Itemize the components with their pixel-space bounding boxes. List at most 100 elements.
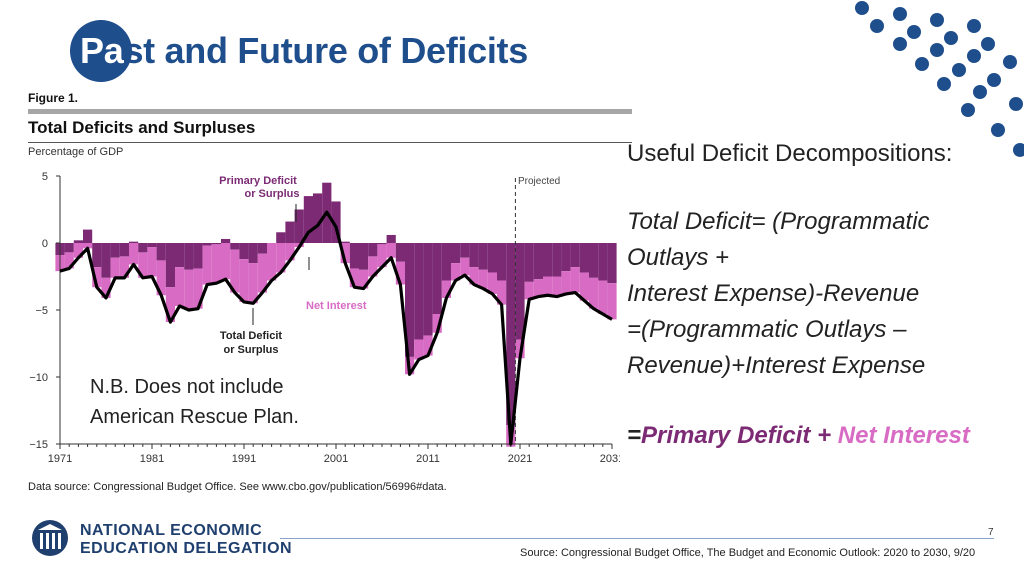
x-tick-label: 2021 [508,453,532,465]
y-tick-label: 5 [42,171,48,183]
bar-primary [478,243,488,270]
bar-net-interest [138,252,148,278]
decomposition-panel: Useful Deficit Decompositions: Total Def… [627,138,1022,450]
bar-net-interest [478,269,488,289]
decorative-dot [944,31,958,45]
bar-primary [110,243,120,258]
bar-primary [515,243,525,340]
bar-primary [221,238,231,243]
decorative-dots [855,1,1024,157]
bar-net-interest [460,257,470,276]
bar-primary [432,243,442,315]
total-deficit-line [59,210,613,446]
bar-primary [359,243,369,270]
y-tick-label: −10 [29,372,48,384]
final-primary: Primary Deficit [641,422,811,449]
bar-primary [533,243,543,280]
x-tick-label: 1991 [232,453,256,465]
decorative-dot [893,37,907,51]
note: N.B. Does not include American Rescue Pl… [90,372,299,432]
bar-net-interest [423,335,433,356]
figure-label: Figure 1. [28,91,79,105]
final-eq-sign: = [627,422,642,449]
bar-net-interest [377,244,387,268]
logo-icon [32,520,68,556]
decorative-dot [855,1,869,15]
bar-net-interest [64,252,74,269]
figure-data-source: Data source: Congressional Budget Office… [28,481,447,493]
bar-net-interest [497,280,507,305]
x-tick-label: 1981 [140,453,164,465]
logo-line-2: EDUCATION DELEGATION [80,540,293,557]
bar-primary [156,243,166,261]
bar-net-interest [432,314,442,333]
slide-title-rest: st and Future of Deficits [123,30,528,71]
bar-net-interest [543,276,553,296]
bar-primary [487,243,497,273]
title-accent-circle [70,20,132,82]
bar-primary [607,243,617,284]
y-tick-label: −5 [35,305,48,317]
bar-primary [193,243,203,269]
bar-primary [294,209,304,243]
final-plus: + [810,422,838,449]
note-line-1: N.B. Does not include [90,376,284,398]
bar-net-interest [165,287,175,323]
bar-net-interest [561,271,571,294]
bar-net-interest [469,267,479,285]
bar-net-interest [267,243,277,281]
annot-net-interest: Net Interest [306,300,367,312]
decorative-dot [991,123,1005,137]
source-citation: Source: Congressional Budget Office, The… [520,547,976,559]
bar-primary [377,243,387,245]
decorative-dot [930,43,944,57]
bar-primary [460,243,470,258]
decorative-dot [987,73,1001,87]
bar-net-interest [129,243,139,265]
bar-net-interest [211,244,221,284]
bar-primary [119,243,129,257]
bar-net-interest [73,243,83,258]
bar-primary [248,243,258,264]
bar-net-interest [349,268,359,288]
bar-net-interest [257,253,267,293]
bar-primary [331,201,341,243]
bar-net-interest [368,256,378,277]
decorative-dot [973,85,987,99]
eq-line-3: Interest Expense)-Revenue [627,280,920,307]
bar-net-interest [359,269,369,289]
bar-primary [506,243,516,426]
logo-line-1: NATIONAL ECONOMIC [80,522,263,539]
y-tick-label: −15 [29,439,48,451]
slide-title: Past and Future of Deficits [80,30,528,72]
bar-primary [138,243,148,253]
bar-net-interest [101,277,111,298]
y-tick-label: 0 [42,238,48,250]
bar-net-interest [487,272,497,294]
decorative-dot [930,13,944,27]
bar-net-interest [414,339,424,360]
bar-primary [313,193,323,243]
bar-primary [303,196,313,243]
bar-net-interest [92,267,102,288]
bar-primary [147,243,157,248]
decorative-dot [915,57,929,71]
bar-net-interest [285,243,295,261]
bar-primary [561,243,571,272]
decorative-dot [907,25,921,39]
bar-primary [184,243,194,270]
bar-primary [73,240,83,243]
bar-primary [386,234,396,243]
x-tick-label: 2011 [416,453,440,465]
bar-net-interest [175,267,185,306]
figure-title: Total Deficits and Surpluses [28,118,256,137]
bar-primary [579,243,589,273]
bar-net-interest [570,267,580,293]
decorative-dot [870,19,884,33]
bar-primary [211,243,221,245]
bar-net-interest [193,268,203,309]
final-equation: =Primary Deficit + Net Interest [627,422,1022,450]
bar-net-interest [598,280,608,315]
bar-primary [589,243,599,278]
eq-line-4: =(Programmatic Outlays – [627,316,907,343]
